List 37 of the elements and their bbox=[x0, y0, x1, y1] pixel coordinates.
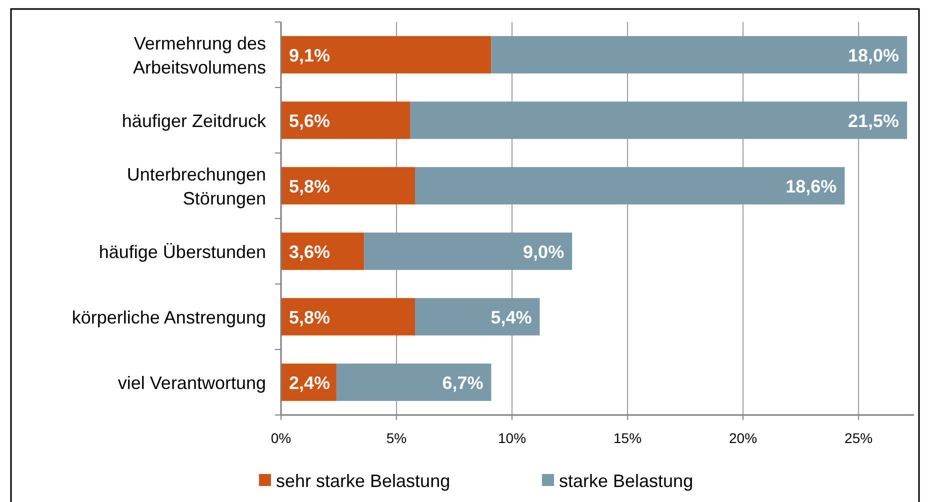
bar bbox=[364, 232, 572, 270]
data-label: 9,1% bbox=[289, 45, 330, 66]
x-tick-label: 25% bbox=[844, 430, 873, 446]
legend-label: sehr starke Belastung bbox=[276, 471, 450, 491]
y-tick-label: viel Verantwortung bbox=[118, 372, 266, 393]
bar bbox=[281, 232, 364, 270]
y-tick-label: häufige Überstunden bbox=[98, 242, 266, 262]
y-tick-label: Vermehrung des Arbeitsvolumens bbox=[132, 33, 266, 78]
bar bbox=[414, 167, 845, 204]
y-tick-label: Unterbrechungen Störungen bbox=[126, 164, 266, 208]
x-tick-label: 20% bbox=[729, 430, 758, 446]
x-tick-label: 10% bbox=[498, 430, 526, 446]
bar bbox=[491, 36, 908, 74]
data-label: 6,7% bbox=[442, 372, 484, 393]
data-label: 18,0% bbox=[848, 45, 900, 66]
bar bbox=[281, 102, 410, 139]
data-label: 2,4% bbox=[289, 372, 330, 393]
y-tick-label: häufiger Zeitdruck bbox=[122, 110, 267, 131]
bar bbox=[281, 167, 415, 204]
data-label: 3,6% bbox=[289, 242, 330, 262]
bar bbox=[336, 364, 492, 401]
x-tick-label: 0% bbox=[270, 430, 292, 446]
data-label: 5,4% bbox=[490, 307, 532, 328]
data-label: 9,0% bbox=[523, 242, 564, 262]
x-tick-label: 15% bbox=[614, 430, 642, 446]
bar bbox=[281, 36, 492, 74]
legend-label: starke Belastung bbox=[559, 471, 694, 491]
data-label: 21,5% bbox=[848, 110, 900, 131]
data-label: 5,6% bbox=[289, 110, 330, 131]
bar bbox=[414, 298, 540, 336]
data-label: 5,8% bbox=[289, 176, 330, 196]
y-tick-label: körperliche Anstrengung bbox=[72, 307, 266, 328]
data-label: 5,8% bbox=[289, 307, 330, 328]
x-tick-label: 5% bbox=[386, 430, 407, 446]
bar bbox=[410, 102, 908, 139]
bar bbox=[281, 298, 415, 336]
data-label: 18,6% bbox=[786, 176, 837, 196]
